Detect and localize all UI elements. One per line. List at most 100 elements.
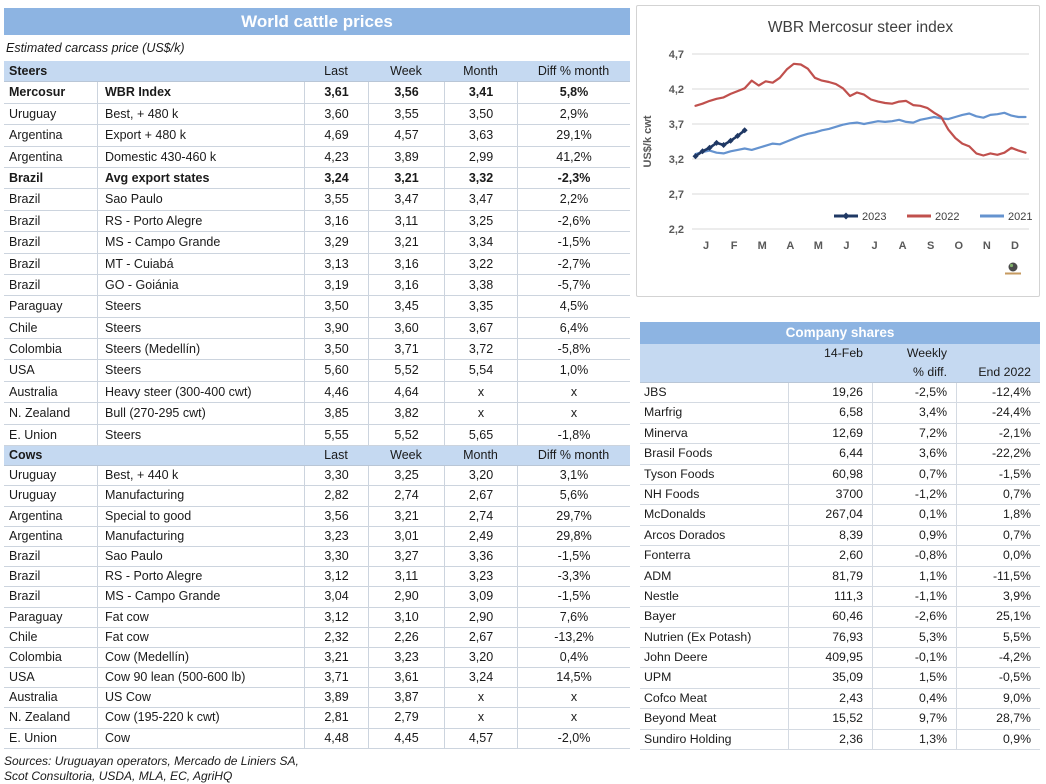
company-name: Sundiro Holding [644, 731, 732, 746]
y-tick-label: 3,2 [669, 154, 684, 166]
price-row-last: 3,24 [304, 167, 368, 189]
x-tick-label: O [955, 240, 964, 252]
company-shares-panel: Company shares 14-Feb Weekly % diff. End… [640, 322, 1040, 751]
price-row-month: 2,74 [444, 506, 517, 526]
x-tick-label: A [786, 240, 794, 252]
legend-marker-2023 [842, 212, 850, 220]
company-weekly: 1,3% [872, 729, 956, 750]
series-marker-2023 [720, 142, 727, 148]
price-row-last: 3,12 [304, 567, 368, 587]
price-row-month: x [444, 381, 517, 403]
price-row-item: Manufacturing [97, 526, 304, 546]
price-row-week: 2,79 [368, 708, 444, 728]
company-name: Fonterra [644, 548, 691, 563]
price-row-week: 3,45 [368, 296, 444, 317]
series-marker-2023 [741, 127, 748, 134]
price-row-diff: 29,1% [517, 125, 630, 146]
company-end-2022: 0,0% [956, 546, 1040, 566]
world-table-subtitle: Estimated carcass price (US$/k) [6, 41, 185, 55]
price-row-last: 4,69 [304, 125, 368, 146]
company-row: Marfrig 6,58 3,4% -24,4% [640, 403, 1040, 424]
price-row-month: 3,23 [444, 567, 517, 587]
company-weekly: -0,1% [872, 648, 956, 668]
price-row-week: 4,64 [368, 381, 444, 403]
sources-note: Sources: Uruguayan operators, Mercado de… [4, 754, 630, 784]
company-weekly: 0,1% [872, 505, 956, 525]
price-row-last: 3,90 [304, 317, 368, 339]
price-row-item: Export + 480 k [97, 125, 304, 146]
price-row-country: Brazil [9, 569, 41, 584]
price-row-last: 3,50 [304, 296, 368, 317]
company-price: 12,69 [788, 423, 872, 444]
company-name: McDonalds [644, 507, 706, 522]
price-row-item: MS - Campo Grande [97, 232, 304, 253]
price-row-item: Fat cow [97, 627, 304, 647]
price-row: Paraguay Steers 3,50 3,45 3,35 4,5% [4, 296, 630, 318]
section-steers: Steers Last Week Month Diff % month Mercosur W… [4, 61, 630, 447]
price-row-country: N. Zealand [9, 406, 71, 421]
price-row: Brazil RS - Porto Alegre 3,16 3,11 3,25 -2,6% [4, 210, 630, 233]
company-weekly: 9,7% [872, 709, 956, 729]
company-price: 111,3 [788, 586, 872, 607]
company-name: Nutrien (Ex Potash) [644, 629, 752, 644]
company-price: 8,39 [788, 525, 872, 546]
company-row: John Deere 409,95 -0,1% -4,2% [640, 648, 1040, 669]
price-row-country: N. Zealand [9, 710, 71, 725]
company-row: McDonalds 267,04 0,1% 1,8% [640, 505, 1040, 526]
price-row-item: Special to good [97, 506, 304, 526]
price-row-week: 3,16 [368, 274, 444, 296]
price-row-diff: 7,6% [517, 607, 630, 627]
section-header-row: Steers Last Week Month Diff % month [4, 61, 630, 83]
company-price: 409,95 [788, 648, 872, 668]
price-row-last: 3,23 [304, 526, 368, 546]
series-marker-2023 [727, 137, 734, 144]
company-end-2022: 3,9% [956, 586, 1040, 607]
company-weekly: -1,1% [872, 586, 956, 607]
price-row-item: Manufacturing [97, 486, 304, 506]
price-row-week: 3,16 [368, 253, 444, 274]
price-row-diff: x [517, 381, 630, 403]
price-row-month: 2,67 [444, 627, 517, 647]
price-row-month: 3,20 [444, 647, 517, 668]
price-row-month: 3,47 [444, 189, 517, 210]
legend-label-2021: 2021 [1008, 211, 1032, 223]
x-tick-label: J [703, 240, 709, 252]
company-weekly: 5,3% [872, 627, 956, 648]
company-name: JBS [644, 385, 667, 399]
company-rows: JBS 19,26 -2,5% -12,4% Marfrig 6,58 3,4% -24,4%… [640, 383, 1040, 751]
price-row-week: 4,45 [368, 728, 444, 748]
company-end-2022: -0,5% [956, 668, 1040, 688]
wbr-steer-index-chart: WBR Mercosur steer index 4,7 4,2 3,7 3,2 2,7 2… [636, 5, 1040, 297]
x-tick-label: S [927, 240, 934, 252]
price-row-item: Cow [97, 728, 304, 748]
section-cows: Cows Last Week Month Diff % month Uruguay Best… [4, 446, 630, 749]
price-row-week: 3,21 [368, 506, 444, 526]
company-row: Fonterra 2,60 -0,8% 0,0% [640, 546, 1040, 567]
company-row: Nutrien (Ex Potash) 76,93 5,3% 5,5% [640, 627, 1040, 649]
price-row-month: 3,09 [444, 587, 517, 607]
price-row-diff: x [517, 688, 630, 708]
company-name: Minerva [644, 425, 688, 440]
price-row: Brazil MS - Campo Grande 3,29 3,21 3,34 -1,5% [4, 232, 630, 254]
price-row-diff: 0,4% [517, 647, 630, 668]
price-row: Mercosur WBR Index 3,61 3,56 3,41 5,8% [4, 82, 630, 104]
company-name: Brasil Foods [644, 446, 713, 461]
company-table-title: Company shares [640, 322, 1040, 344]
price-row-week: 3,21 [368, 232, 444, 253]
company-header-weekly: Weekly [906, 346, 947, 360]
price-row-week: 3,71 [368, 339, 444, 360]
company-row: Brasil Foods 6,44 3,6% -22,2% [640, 444, 1040, 465]
price-row-diff: 5,6% [517, 486, 630, 506]
company-weekly: -1,2% [872, 484, 956, 505]
x-tick-label: M [758, 240, 767, 252]
price-row-diff: -1,5% [517, 587, 630, 607]
company-name: ADM [644, 568, 672, 583]
price-row-week: 3,60 [368, 317, 444, 339]
price-row-item: Avg export states [97, 167, 304, 189]
price-row-month: 3,32 [444, 167, 517, 189]
price-row: Uruguay Manufacturing 2,82 2,74 2,67 5,6% [4, 486, 630, 507]
company-name: Marfrig [644, 405, 683, 420]
price-row-country: Brazil [9, 589, 41, 604]
price-row-country: E. Union [9, 427, 57, 442]
price-row-last: 3,60 [304, 103, 368, 125]
